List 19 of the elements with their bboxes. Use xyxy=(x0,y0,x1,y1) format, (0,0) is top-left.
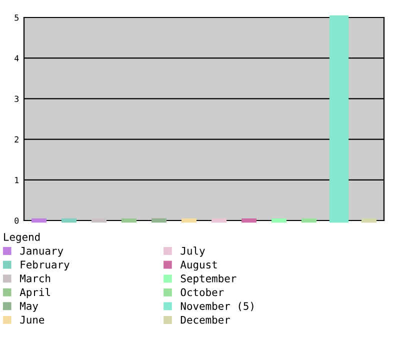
legend-label: January xyxy=(20,247,64,257)
legend-label: March xyxy=(20,274,50,282)
legend-label: December xyxy=(180,316,230,324)
y-tick-label: 0 xyxy=(14,218,19,224)
legend-label: May xyxy=(20,302,38,312)
legend-title: Legend xyxy=(4,232,40,243)
y-tick-label: 1 xyxy=(15,177,19,184)
y-tick-label: 5 xyxy=(14,14,18,21)
legend-label: July xyxy=(180,246,205,257)
legend-label: June xyxy=(20,316,44,324)
y-tick-label: 4 xyxy=(14,55,19,62)
legend-label: September xyxy=(180,274,236,284)
legend-label: October xyxy=(180,288,224,296)
legend-label: February xyxy=(20,260,70,271)
legend-label: April xyxy=(20,288,50,298)
legend-label: August xyxy=(180,260,217,271)
y-tick-label: 2 xyxy=(14,136,18,142)
y-tick-label: 3 xyxy=(14,96,19,102)
legend-label: November (5) xyxy=(180,302,254,312)
